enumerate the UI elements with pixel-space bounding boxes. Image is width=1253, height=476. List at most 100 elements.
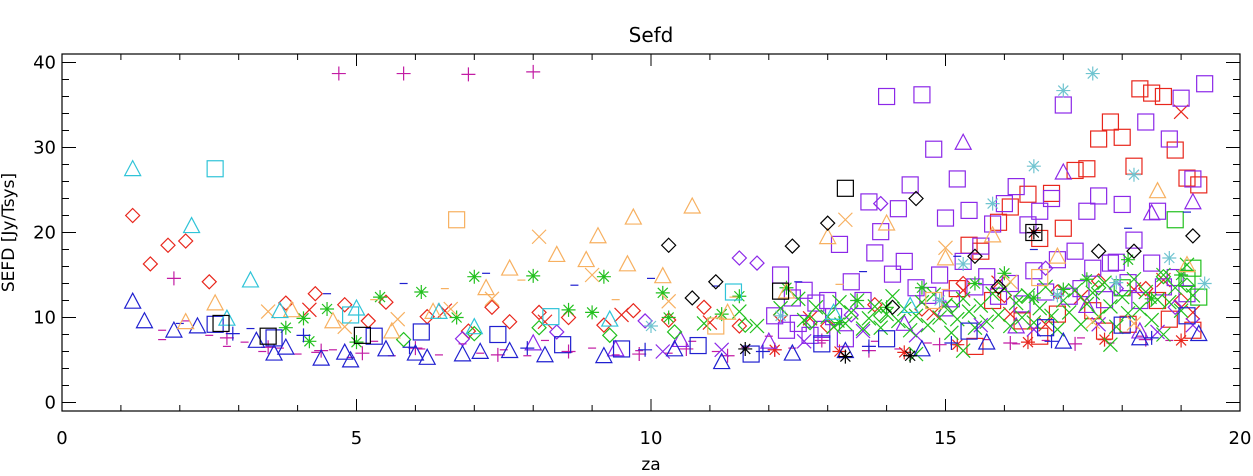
data-point-x: [1026, 321, 1042, 337]
data-point-plus: [408, 341, 423, 356]
data-point-triangle: [182, 216, 201, 234]
data-point-square: [901, 176, 919, 194]
data-point-asterisk: [738, 341, 753, 356]
data-point-x: [1185, 317, 1201, 333]
data-point-diamond: [336, 296, 353, 313]
data-point-square: [931, 266, 949, 284]
data-point-diamond: [177, 233, 194, 249]
data-point-x: [1085, 314, 1101, 330]
x-tick-label: 10: [640, 428, 663, 449]
data-point-square: [771, 282, 790, 300]
data-point-square: [1166, 141, 1184, 159]
data-point-asterisk: [655, 285, 670, 300]
data-point-triangle: [783, 343, 802, 361]
data-point-diamond: [684, 290, 701, 306]
x-tick-label: 20: [1229, 428, 1252, 449]
data-point-x: [938, 240, 953, 256]
data-point-triangle: [671, 330, 690, 348]
data-point-triangle: [265, 343, 284, 361]
data-point-x: [796, 312, 812, 328]
data-point-diamond: [201, 273, 218, 290]
data-point-diamond: [501, 313, 518, 330]
data-point-triangle: [282, 300, 301, 318]
data-point-square: [795, 281, 813, 299]
data-point-triangle: [1183, 192, 1202, 210]
data-point-triangle: [1130, 328, 1149, 346]
data-point-square: [1031, 229, 1049, 248]
data-point-triangle: [1177, 255, 1196, 273]
data-point-triangle: [164, 320, 183, 338]
data-point-square: [1084, 259, 1102, 277]
data-point-asterisk: [302, 334, 317, 349]
data-point-plus: [402, 340, 417, 355]
data-point-x: [973, 298, 989, 314]
data-point-diamond: [1179, 277, 1195, 294]
data-point-diamond: [707, 273, 724, 290]
data-point-square: [813, 335, 831, 353]
data-point-triangle: [1130, 321, 1149, 339]
data-point-x: [790, 291, 806, 307]
data-point-square: [1107, 253, 1125, 271]
data-point-diamond: [531, 304, 547, 321]
data-point-x: [749, 318, 765, 334]
data-point-triangle: [912, 339, 931, 357]
data-point-asterisk: [1079, 272, 1094, 287]
data-point-asterisk: [779, 280, 794, 295]
data-point-x: [337, 319, 353, 335]
data-point-x: [1156, 327, 1171, 342]
data-point-square: [1154, 87, 1173, 106]
data-point-x: [1002, 306, 1018, 322]
data-point-square: [1095, 291, 1114, 309]
data-point-asterisk: [585, 305, 600, 320]
data-point-diamond: [360, 313, 377, 329]
data-point-triangle: [624, 207, 643, 225]
data-point-square: [860, 193, 878, 211]
data-point-x: [796, 333, 812, 349]
data-point-square: [1119, 315, 1137, 333]
data-point-triangle: [188, 316, 207, 334]
data-point-x: [731, 304, 747, 319]
data-point-triangle: [777, 281, 796, 299]
data-point-diamond: [307, 285, 324, 302]
data-point-x: [1097, 275, 1112, 291]
data-point-asterisk: [1162, 251, 1177, 265]
data-point-diamond: [802, 314, 818, 331]
data-point-diamond: [943, 298, 960, 315]
data-point-square: [1042, 189, 1061, 208]
data-point-diamond: [548, 324, 565, 340]
data-point-diamond: [1014, 288, 1030, 305]
axes: 0 5 10 15 20 0 10 20 30 40: [33, 53, 1251, 450]
data-point-x: [773, 300, 789, 316]
x-tick-label: 5: [351, 428, 362, 449]
data-point-square: [1196, 75, 1214, 93]
data-point-square: [1101, 254, 1120, 272]
data-point-asterisk: [1085, 66, 1100, 81]
data-point-triangle: [683, 196, 702, 214]
y-tick-label: 10: [33, 308, 56, 329]
data-point-square: [1190, 288, 1208, 306]
data-point-asterisk: [1197, 276, 1212, 291]
data-point-triangle: [594, 346, 613, 364]
data-point-triangle: [983, 225, 1002, 243]
data-point-square: [771, 266, 790, 284]
data-point-diamond: [1155, 268, 1172, 285]
data-point-triangle: [1148, 181, 1167, 199]
data-point-triangle: [712, 352, 731, 370]
data-point-square: [554, 336, 572, 354]
data-point-plus: [861, 339, 876, 354]
data-point-x: [390, 311, 406, 327]
data-point-x: [1114, 289, 1130, 305]
data-point-asterisk: [914, 280, 929, 295]
data-point-asterisk: [767, 342, 782, 357]
data-point-square: [942, 290, 960, 308]
data-point-square: [1184, 259, 1202, 277]
data-point-square: [1090, 187, 1108, 205]
data-point-square: [1160, 310, 1178, 328]
data-point-x: [1126, 282, 1142, 297]
data-point-asterisk: [732, 289, 747, 304]
data-point-square: [259, 327, 277, 345]
data-point-diamond: [1185, 228, 1201, 244]
data-point-asterisk: [373, 290, 388, 305]
data-point-plus: [1003, 336, 1018, 350]
data-point-diamond: [872, 195, 889, 212]
